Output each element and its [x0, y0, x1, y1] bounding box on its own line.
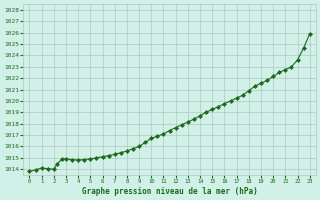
X-axis label: Graphe pression niveau de la mer (hPa): Graphe pression niveau de la mer (hPa) [82, 187, 258, 196]
